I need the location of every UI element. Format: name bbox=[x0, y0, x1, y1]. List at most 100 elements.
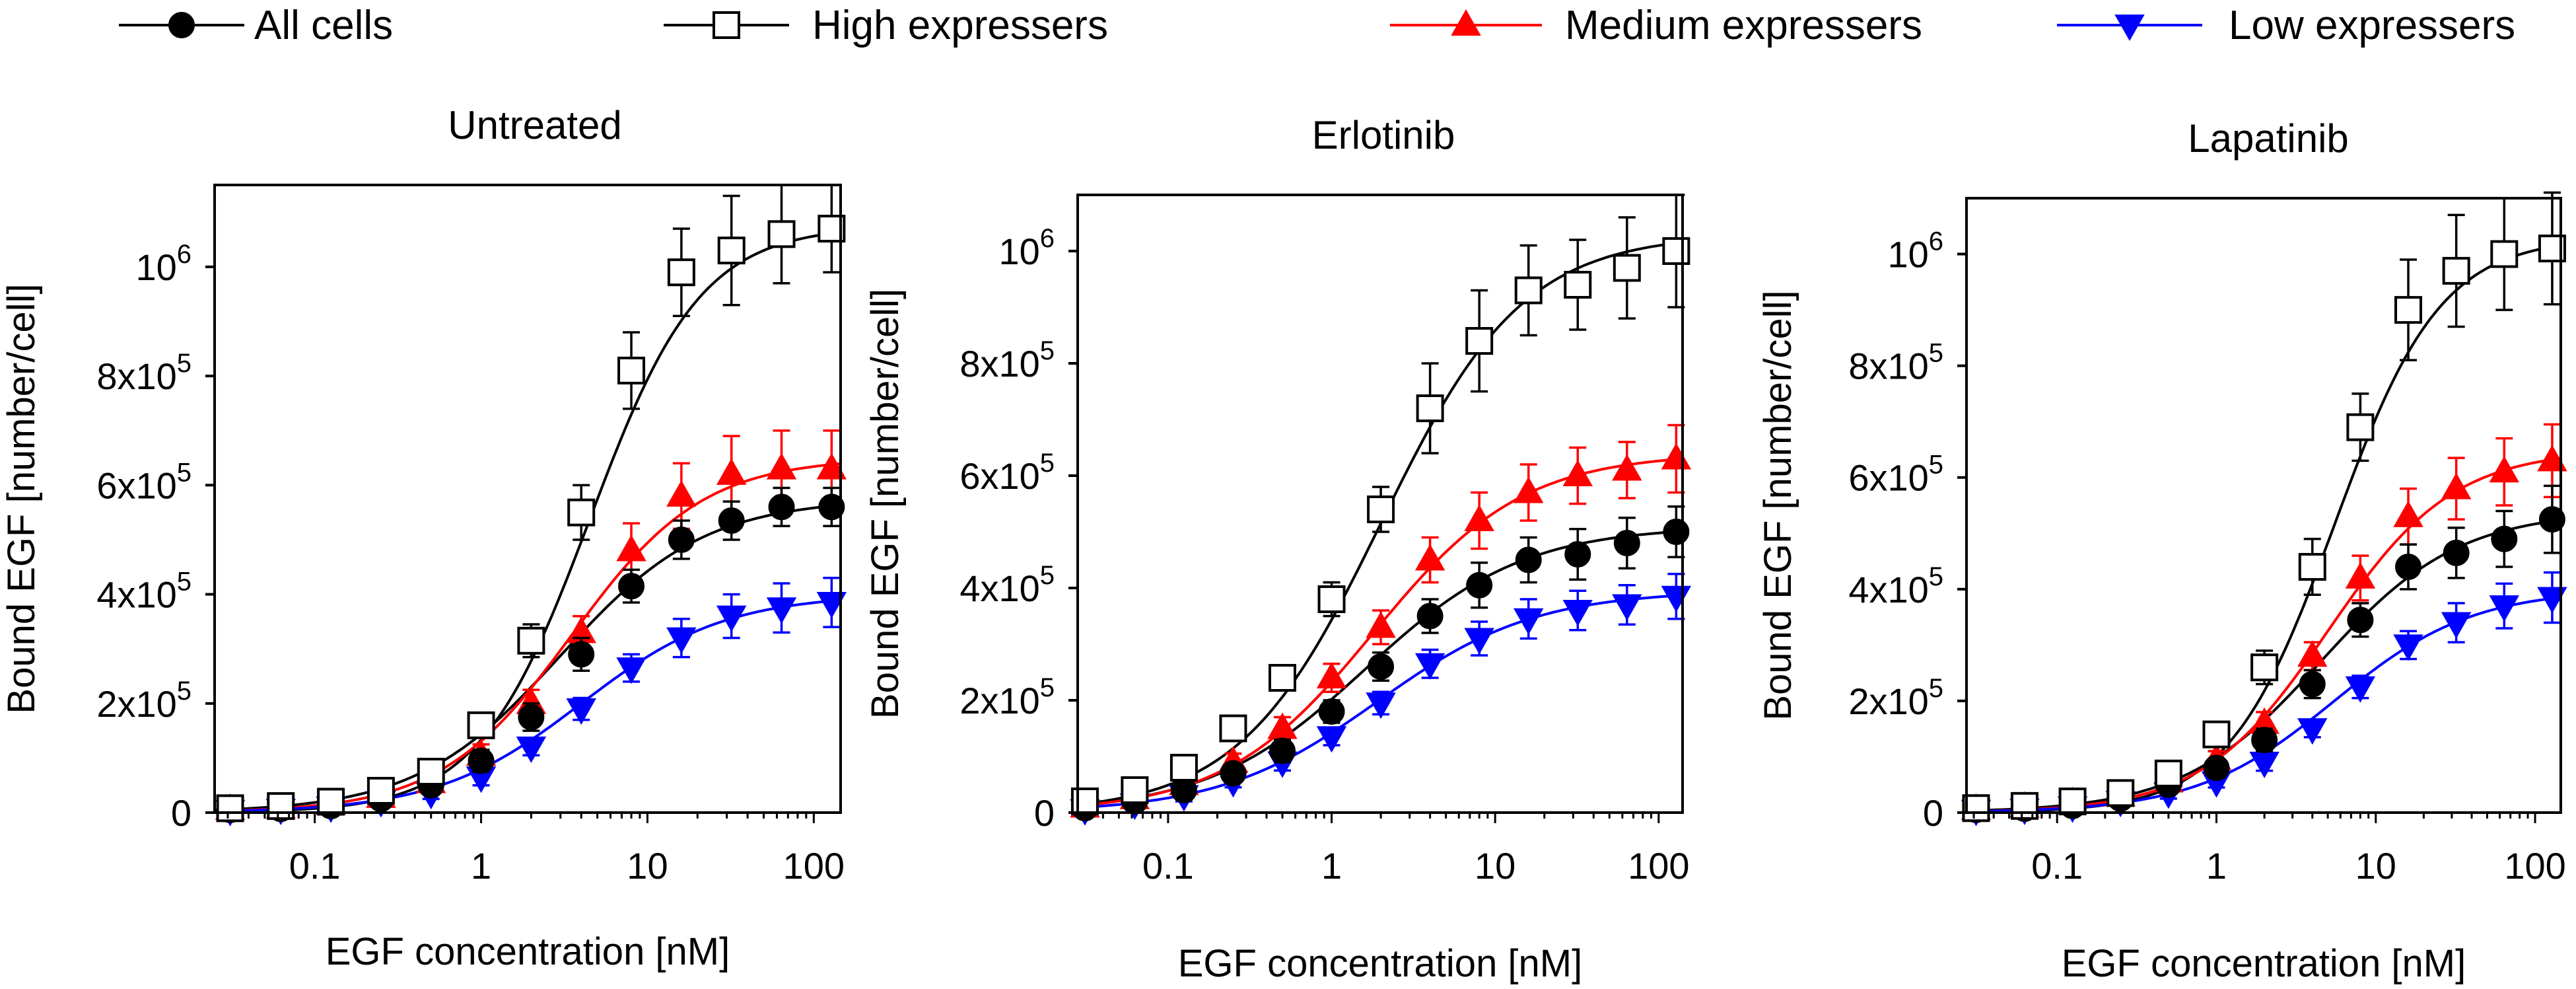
legend: All cells High expressers Medium expresser… bbox=[119, 3, 2515, 48]
data-point-high-expressers bbox=[1613, 254, 1641, 282]
legend-marker-all-cells bbox=[168, 12, 195, 38]
data-point-low-expressers bbox=[2489, 595, 2520, 622]
data-point-high-expressers bbox=[366, 776, 395, 805]
x-axis: 0.1 1 10 100 bbox=[1081, 813, 1690, 887]
data-point-medium-expressers bbox=[2393, 500, 2423, 527]
y-tick-label: 6x105 bbox=[1848, 451, 1943, 499]
y-axis: 0 2x105 4x105 6x105 8x105 106 bbox=[1848, 227, 1967, 834]
data-point-medium-expressers bbox=[766, 453, 797, 480]
y-tick-label: 106 bbox=[998, 224, 1055, 272]
y-axis: 0 2x105 4x105 6x105 8x105 106 bbox=[959, 224, 1078, 834]
legend-item-high-expressers: High expressers bbox=[664, 3, 1108, 48]
plot-frame bbox=[213, 184, 842, 814]
data-point-medium-expressers bbox=[1316, 661, 1347, 688]
data-point-medium-expressers bbox=[1514, 476, 1544, 503]
data-point-low-expressers bbox=[666, 627, 697, 654]
y-tick-label: 2x105 bbox=[96, 677, 191, 725]
legend-label-all-cells: All cells bbox=[254, 3, 393, 48]
data-point-low-expressers bbox=[716, 605, 747, 632]
data-point-all-cells bbox=[518, 704, 545, 731]
data-point-high-expressers bbox=[1514, 276, 1543, 305]
data-point-all-cells bbox=[1663, 519, 1690, 545]
data-point-all-cells bbox=[2443, 539, 2470, 566]
data-point-high-expressers bbox=[2490, 240, 2519, 268]
data-point-all-cells bbox=[1318, 698, 1345, 725]
data-point-high-expressers bbox=[667, 258, 695, 287]
y-tick-label: 6x105 bbox=[959, 449, 1055, 497]
data-point-high-expressers bbox=[2394, 296, 2423, 324]
data-point-low-expressers bbox=[616, 657, 646, 684]
y-axis-title: Bound EGF [number/cell] bbox=[0, 283, 43, 714]
y-tick-label: 0 bbox=[1923, 792, 1943, 834]
panel-title: Untreated bbox=[448, 103, 622, 147]
panel-untreated: Untreated 0 2x105 4x105 6x105 8x105 106 0.1 1 10 1… bbox=[0, 103, 847, 973]
y-tick-label: 2x105 bbox=[1848, 674, 1943, 722]
data-point-all-cells bbox=[2491, 525, 2518, 552]
data-point-high-expressers bbox=[417, 758, 445, 786]
x-tick-label: 1 bbox=[2206, 845, 2227, 887]
y-tick-label: 106 bbox=[135, 240, 191, 288]
data-point-low-expressers bbox=[816, 591, 847, 618]
series-high-expressers bbox=[216, 184, 846, 823]
data-point-high-expressers bbox=[467, 711, 495, 739]
data-point-all-cells bbox=[818, 494, 845, 521]
data-point-all-cells bbox=[1613, 530, 1640, 556]
data-point-all-cells bbox=[618, 573, 645, 600]
data-point-low-expressers bbox=[2441, 612, 2472, 639]
x-tick-label: 100 bbox=[1628, 845, 1689, 887]
data-point-medium-expressers bbox=[616, 534, 646, 562]
data-point-low-expressers bbox=[1612, 594, 1642, 621]
legend-label-low-expressers: Low expressers bbox=[2229, 3, 2515, 48]
data-point-high-expressers bbox=[2106, 779, 2135, 807]
data-point-all-cells bbox=[1220, 760, 1247, 787]
y-tick-label: 6x105 bbox=[96, 458, 191, 506]
data-point-all-cells bbox=[1515, 546, 1542, 573]
y-tick-label: 4x105 bbox=[959, 561, 1055, 609]
legend-item-all-cells: All cells bbox=[119, 3, 393, 48]
data-point-high-expressers bbox=[2250, 653, 2279, 682]
data-point-medium-expressers bbox=[1366, 611, 1396, 638]
y-tick-label: 106 bbox=[1887, 227, 1943, 275]
data-point-high-expressers bbox=[617, 356, 646, 385]
data-point-low-expressers bbox=[2537, 587, 2567, 614]
data-point-medium-expressers bbox=[1464, 504, 1494, 531]
x-tick-label: 100 bbox=[783, 845, 845, 887]
data-point-medium-expressers bbox=[2297, 640, 2328, 667]
data-point-low-expressers bbox=[2393, 634, 2423, 661]
data-point-medium-expressers bbox=[1612, 454, 1642, 481]
data-point-medium-expressers bbox=[2441, 472, 2472, 499]
x-tick-label: 10 bbox=[627, 845, 668, 887]
legend-item-medium-expressers: Medium expressers bbox=[1390, 3, 1922, 48]
data-point-low-expressers bbox=[1414, 653, 1445, 680]
data-point-low-expressers bbox=[2345, 676, 2376, 703]
data-point-high-expressers bbox=[1317, 585, 1346, 613]
data-point-medium-expressers bbox=[2345, 562, 2376, 589]
data-point-medium-expressers bbox=[666, 480, 697, 507]
data-point-all-cells bbox=[468, 747, 495, 774]
x-tick-label: 0.1 bbox=[1142, 845, 1194, 887]
data-point-low-expressers bbox=[1316, 726, 1347, 753]
data-point-high-expressers bbox=[267, 792, 295, 821]
legend-label-high-expressers: High expressers bbox=[812, 3, 1108, 48]
data-point-high-expressers bbox=[1367, 495, 1395, 523]
x-axis: 0.1 1 10 100 bbox=[226, 813, 845, 887]
legend-marker-high-expressers bbox=[713, 11, 740, 39]
x-tick-label: 0.1 bbox=[2031, 845, 2083, 887]
x-axis-title: EGF concentration [nM] bbox=[1178, 942, 1582, 985]
data-point-all-cells bbox=[1466, 571, 1493, 599]
data-point-medium-expressers bbox=[2537, 445, 2567, 472]
y-axis: 0 2x105 4x105 6x105 8x105 106 bbox=[96, 240, 215, 834]
x-tick-label: 1 bbox=[471, 845, 491, 887]
data-point-high-expressers bbox=[517, 626, 545, 655]
data-point-all-cells bbox=[568, 641, 595, 668]
data-point-low-expressers bbox=[1464, 628, 1494, 655]
legend-marker-low-expressers bbox=[2114, 15, 2145, 42]
data-point-all-cells bbox=[1269, 737, 1296, 764]
data-point-all-cells bbox=[2347, 606, 2374, 634]
y-tick-label: 4x105 bbox=[96, 568, 191, 616]
data-point-low-expressers bbox=[1562, 600, 1593, 627]
data-point-low-expressers bbox=[2297, 718, 2328, 745]
data-point-high-expressers bbox=[2442, 256, 2470, 285]
data-point-high-expressers bbox=[216, 794, 244, 823]
